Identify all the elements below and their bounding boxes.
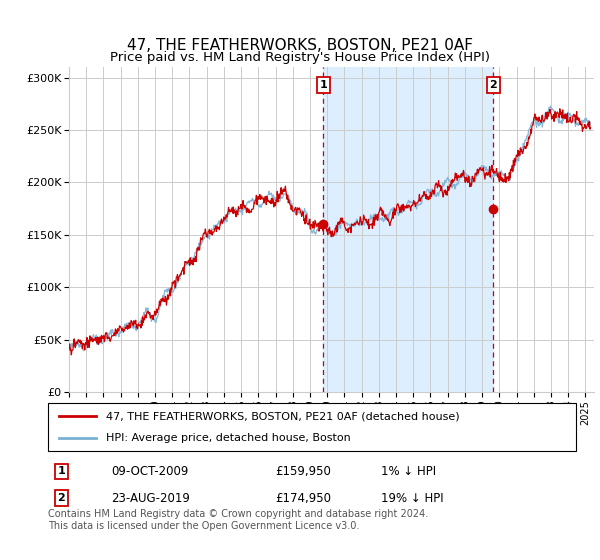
Text: 23-AUG-2019: 23-AUG-2019 — [112, 492, 190, 505]
Text: £174,950: £174,950 — [275, 492, 331, 505]
Text: 1% ↓ HPI: 1% ↓ HPI — [380, 465, 436, 478]
Text: Contains HM Land Registry data © Crown copyright and database right 2024.
This d: Contains HM Land Registry data © Crown c… — [48, 509, 428, 531]
Text: 09-OCT-2009: 09-OCT-2009 — [112, 465, 189, 478]
Text: 47, THE FEATHERWORKS, BOSTON, PE21 0AF: 47, THE FEATHERWORKS, BOSTON, PE21 0AF — [127, 38, 473, 53]
Text: HPI: Average price, detached house, Boston: HPI: Average price, detached house, Bost… — [106, 433, 351, 443]
Text: 47, THE FEATHERWORKS, BOSTON, PE21 0AF (detached house): 47, THE FEATHERWORKS, BOSTON, PE21 0AF (… — [106, 411, 460, 421]
Text: £159,950: £159,950 — [275, 465, 331, 478]
Text: 1: 1 — [319, 80, 327, 90]
Bar — [323, 67, 493, 392]
FancyBboxPatch shape — [48, 403, 576, 451]
Text: Price paid vs. HM Land Registry's House Price Index (HPI): Price paid vs. HM Land Registry's House … — [110, 52, 490, 64]
Text: 1: 1 — [58, 466, 65, 477]
Text: 2: 2 — [58, 493, 65, 503]
Text: 19% ↓ HPI: 19% ↓ HPI — [380, 492, 443, 505]
Text: 2: 2 — [490, 80, 497, 90]
